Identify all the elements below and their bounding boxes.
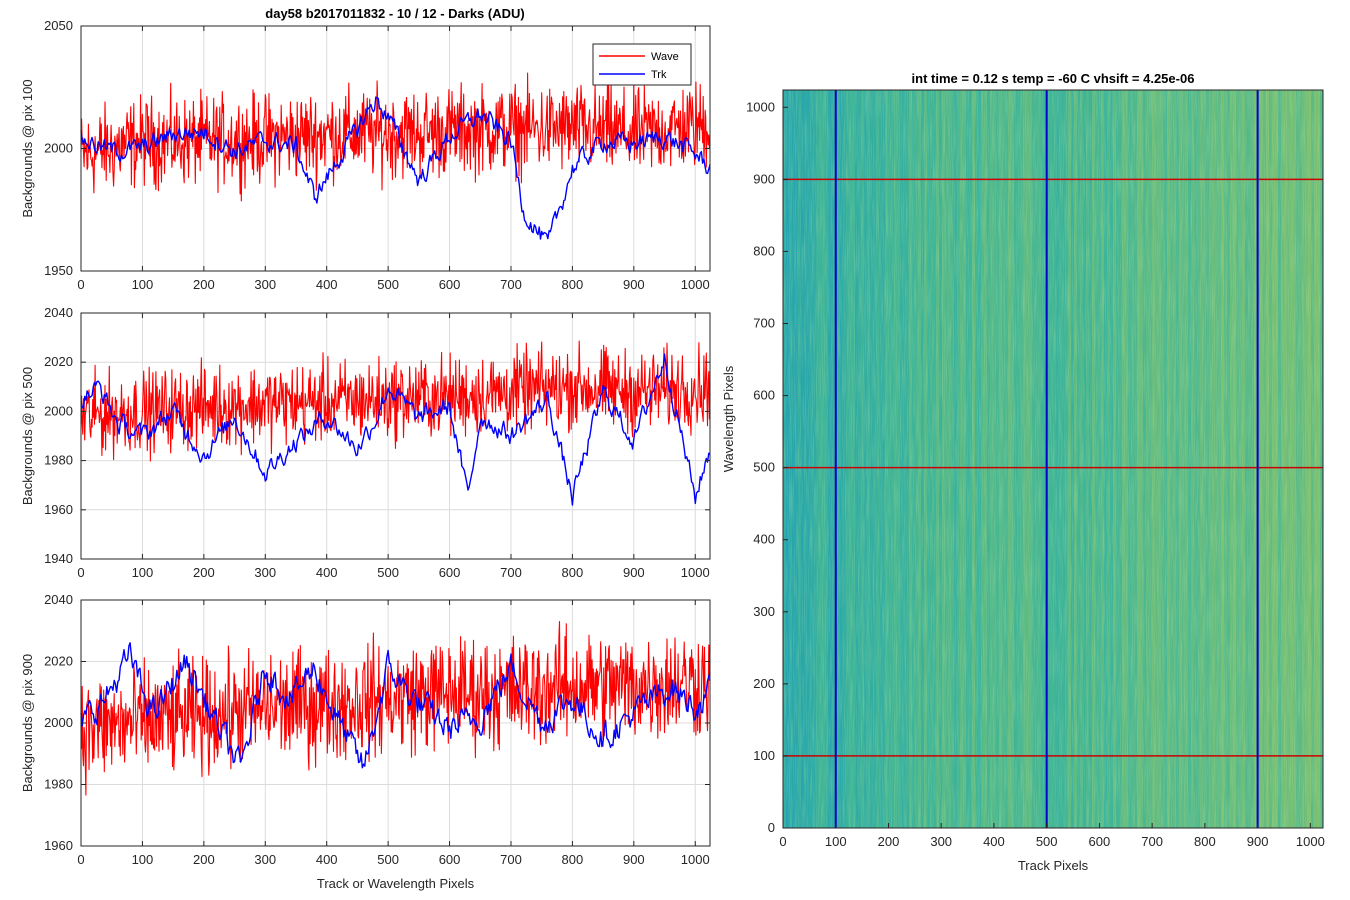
y-tick-label: 1940 — [44, 551, 73, 566]
x-tick-label: 500 — [1036, 834, 1058, 849]
x-tick-label: 200 — [878, 834, 900, 849]
x-tick-label: 700 — [500, 565, 522, 580]
y-tick-label: 700 — [753, 316, 775, 331]
x-tick-label: 500 — [377, 277, 399, 292]
x-tick-label: 1000 — [681, 565, 710, 580]
y-tick-label: 800 — [753, 243, 775, 258]
x-tick-label: 600 — [1089, 834, 1111, 849]
y-tick-label: 1980 — [44, 777, 73, 792]
y-tick-label: 1980 — [44, 453, 73, 468]
x-tick-label: 800 — [562, 277, 584, 292]
x-tick-label: 0 — [77, 852, 84, 867]
y-axis-label: Backgrounds @ pix 900 — [20, 654, 35, 792]
y-tick-label: 2050 — [44, 18, 73, 33]
x-tick-label: 700 — [500, 852, 522, 867]
y-axis-label: Backgrounds @ pix 500 — [20, 367, 35, 505]
x-tick-label: 100 — [132, 277, 154, 292]
heatmap-title: int time = 0.12 s temp = -60 C vhsift = … — [912, 71, 1195, 86]
x-tick-label: 900 — [623, 565, 645, 580]
x-tick-label: 0 — [77, 565, 84, 580]
x-tick-label: 600 — [439, 852, 461, 867]
line-panel-pix-100: 0 100 200 300 400 500 600 700 800 900 1000 1950 2000… — [20, 18, 711, 292]
y-tick-label: 600 — [753, 388, 775, 403]
heatmap-texture — [783, 90, 1323, 828]
axes-box — [782, 89, 1324, 829]
x-tick-label: 400 — [316, 277, 338, 292]
x-tick-label: 700 — [500, 277, 522, 292]
x-tick-label: 400 — [316, 565, 338, 580]
series-line-wave — [80, 621, 711, 796]
series-line-wave — [80, 340, 711, 462]
x-tick-label: 1000 — [681, 277, 710, 292]
x-tick-label: 400 — [316, 852, 338, 867]
y-tick-label: 1960 — [44, 502, 73, 517]
series-line-trk — [80, 642, 711, 769]
x-tick-label: 800 — [562, 852, 584, 867]
y-tick-label: 2000 — [44, 141, 73, 156]
x-tick-label: 900 — [623, 277, 645, 292]
x-tick-label: 100 — [825, 834, 847, 849]
x-axis-label: Track Pixels — [1018, 858, 1089, 873]
x-tick-label: 900 — [1247, 834, 1269, 849]
y-tick-label: 200 — [753, 676, 775, 691]
x-tick-label: 400 — [983, 834, 1005, 849]
x-tick-label: 0 — [779, 834, 786, 849]
x-tick-label: 200 — [193, 277, 215, 292]
x-tick-label: 600 — [439, 277, 461, 292]
series-line-wave — [80, 72, 711, 202]
x-tick-label: 300 — [254, 852, 276, 867]
line-panel-pix-900: 0 100 200 300 400 500 600 700 800 900 1000 1960 1980… — [20, 592, 711, 891]
y-tick-label: 2040 — [44, 592, 73, 607]
x-tick-label: 800 — [562, 565, 584, 580]
y-axis-label: Backgrounds @ pix 100 — [20, 79, 35, 217]
x-tick-label: 500 — [377, 852, 399, 867]
y-tick-label: 1000 — [746, 99, 775, 114]
legend-box — [592, 43, 692, 86]
y-axis-label: Wavelength Pixels — [721, 365, 736, 472]
legend-label: Wave — [651, 51, 679, 63]
series-line-trk — [80, 96, 711, 240]
x-tick-label: 100 — [132, 852, 154, 867]
x-tick-label: 200 — [193, 565, 215, 580]
y-tick-label: 1950 — [44, 263, 73, 278]
y-tick-label: 2000 — [44, 715, 73, 730]
x-tick-label: 300 — [930, 834, 952, 849]
x-tick-label: 300 — [254, 277, 276, 292]
x-tick-label: 200 — [193, 852, 215, 867]
y-tick-label: 500 — [753, 460, 775, 475]
x-tick-label: 800 — [1194, 834, 1216, 849]
x-tick-label: 0 — [77, 277, 84, 292]
y-tick-label: 100 — [753, 748, 775, 763]
legend-label: Trk — [651, 69, 667, 81]
chart-title: day58 b2017011832 - 10 / 12 - Darks (ADU… — [265, 6, 524, 21]
y-tick-label: 1960 — [44, 838, 73, 853]
line-panel-pix-500: 0 100 200 300 400 500 600 700 800 900 1000 1940 1960… — [20, 305, 711, 580]
x-tick-label: 900 — [623, 852, 645, 867]
y-tick-label: 2040 — [44, 305, 73, 320]
x-tick-label: 700 — [1141, 834, 1163, 849]
y-tick-label: 2020 — [44, 654, 73, 669]
x-tick-label: 600 — [439, 565, 461, 580]
y-tick-label: 900 — [753, 171, 775, 186]
x-tick-label: 1000 — [1296, 834, 1325, 849]
y-tick-label: 300 — [753, 604, 775, 619]
x-tick-label: 100 — [132, 565, 154, 580]
x-tick-label: 300 — [254, 565, 276, 580]
x-tick-label: 1000 — [681, 852, 710, 867]
x-axis-label: Track or Wavelength Pixels — [317, 876, 475, 891]
legend: Wave Trk — [592, 43, 692, 86]
y-tick-label: 0 — [768, 820, 775, 835]
heatmap-panel: 0 100 200 300 400 500 600 700 800 900 1000 0 100 200 3… — [721, 89, 1325, 873]
x-tick-label: 500 — [377, 565, 399, 580]
axes-box — [80, 312, 711, 560]
series-line-trk — [80, 353, 711, 506]
y-tick-label: 400 — [753, 532, 775, 547]
y-tick-label: 2020 — [44, 354, 73, 369]
y-tick-label: 2000 — [44, 403, 73, 418]
